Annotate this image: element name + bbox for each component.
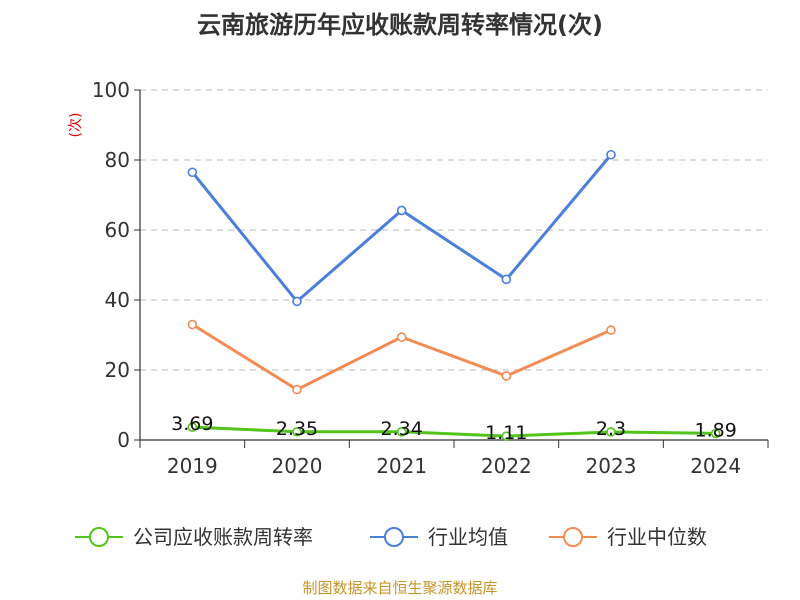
- x-tick-label: 2024: [690, 454, 741, 478]
- source-note: 制图数据来自恒生聚源数据库: [302, 579, 497, 597]
- data-point[interactable]: [606, 149, 616, 160]
- data-point[interactable]: [606, 325, 616, 335]
- legend-label: 行业均值: [428, 525, 508, 549]
- data-point[interactable]: [187, 422, 198, 432]
- data-point[interactable]: [292, 384, 302, 395]
- x-tick-label: 2019: [167, 454, 218, 478]
- y-tick-label: 80: [105, 148, 130, 172]
- data-point[interactable]: [501, 274, 512, 285]
- legend-item[interactable]: 公司应收账款周转率: [75, 525, 313, 549]
- data-point[interactable]: [606, 427, 616, 437]
- legend-marker: [89, 527, 109, 547]
- legend-marker: [384, 527, 404, 547]
- axes: 0 20 40 60 80 100 2019 2020 2021 2022 2023 2024: [92, 78, 769, 478]
- data-label: 3.69: [171, 413, 213, 435]
- data-point[interactable]: [396, 332, 407, 342]
- y-tick-label: 40: [105, 288, 130, 312]
- data-point[interactable]: [292, 426, 302, 437]
- data-point[interactable]: [396, 427, 407, 437]
- series-0: 3.69 2.35 2.34 1.11 2.3 1.89: [171, 413, 737, 444]
- data-point[interactable]: [396, 205, 407, 216]
- y-tick-label: 100: [92, 78, 130, 102]
- data-point[interactable]: [187, 319, 198, 330]
- data-label: 1.89: [695, 419, 737, 441]
- data-label: 2.3: [596, 418, 626, 440]
- y-axis-label: (次): [68, 113, 84, 138]
- data-point[interactable]: [501, 431, 512, 441]
- data-point[interactable]: [501, 371, 512, 381]
- x-tick-label: 2020: [272, 454, 323, 478]
- data-point[interactable]: [710, 428, 721, 439]
- x-tick-label: 2021: [376, 454, 427, 478]
- legend-marker: [563, 527, 583, 547]
- legend-item[interactable]: 行业均值: [370, 525, 508, 549]
- data-point[interactable]: [292, 296, 302, 307]
- grid: [140, 89, 768, 371]
- chart-title: 云南旅游历年应收账款周转率情况(次): [197, 11, 603, 39]
- data-point[interactable]: [187, 167, 198, 178]
- series-1: [187, 149, 616, 307]
- series-layer: 3.69 2.35 2.34 1.11 2.3 1.89: [171, 149, 737, 444]
- legend-label: 公司应收账款周转率: [133, 525, 313, 549]
- data-label: 2.34: [381, 418, 423, 440]
- x-tick-label: 2023: [586, 454, 637, 478]
- legend-label: 行业中位数: [607, 525, 707, 549]
- y-tick-label: 0: [117, 428, 130, 452]
- x-tick-label: 2022: [481, 454, 532, 478]
- series-2: [187, 319, 616, 395]
- series-line: [191, 153, 613, 303]
- series-line: [192, 425, 716, 438]
- y-tick-label: 60: [105, 218, 130, 242]
- y-tick-label: 20: [105, 358, 130, 382]
- data-label: 2.35: [276, 418, 318, 440]
- legend: 公司应收账款周转率 行业均值 行业中位数: [75, 525, 707, 549]
- data-label: 1.11: [485, 422, 527, 444]
- legend-item[interactable]: 行业中位数: [549, 525, 707, 549]
